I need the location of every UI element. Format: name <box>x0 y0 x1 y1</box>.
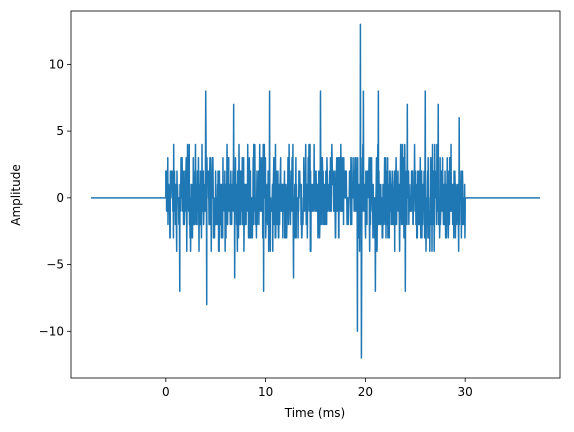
y-tick-label: −10 <box>39 324 64 338</box>
x-tick-label: 20 <box>358 385 373 399</box>
y-tick-label: 0 <box>56 191 64 205</box>
plot-frame <box>70 10 561 379</box>
x-axis: 0 10 20 30 <box>162 378 473 399</box>
y-tick-label: −5 <box>46 258 64 272</box>
x-tick-label: 0 <box>162 385 170 399</box>
x-axis-label: Time (ms) <box>284 406 346 420</box>
y-tick-label: 5 <box>56 124 64 138</box>
plot-area <box>90 23 541 359</box>
signal-series-line <box>90 23 541 359</box>
x-tick-label: 30 <box>458 385 473 399</box>
y-axis-label: Amplitude <box>9 164 23 226</box>
y-tick-label: 10 <box>49 57 64 71</box>
x-tick-label: 10 <box>258 385 273 399</box>
y-axis: −10 −5 0 5 10 <box>39 57 71 338</box>
